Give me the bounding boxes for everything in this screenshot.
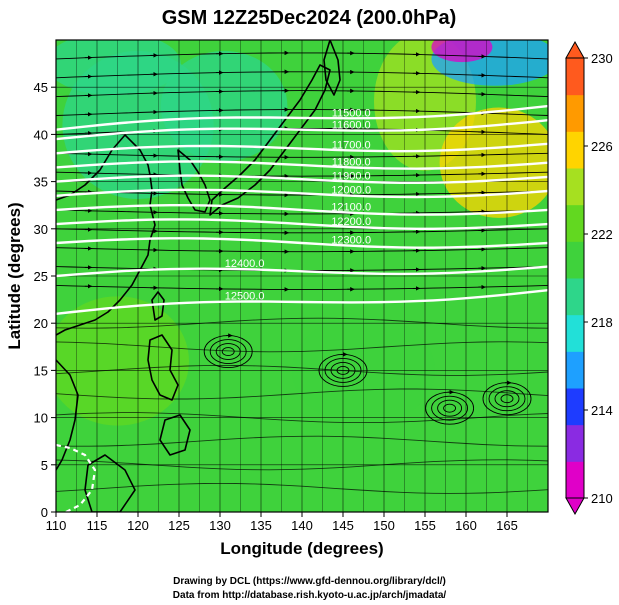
y-tick-label: 35 (34, 175, 48, 190)
vortex-1-ring (209, 339, 247, 364)
x-tick-label: 110 (46, 518, 67, 533)
colorbar-bottom-arrow (565, 497, 585, 516)
colorbar-tick-label: 210 (591, 491, 613, 506)
contour-label: 11800.0 (332, 156, 371, 168)
colorbar-segment (566, 241, 584, 279)
contour-line-12500.0 (56, 289, 548, 315)
contour-line-12400.0 (56, 265, 548, 278)
vortex-3-ring (443, 403, 457, 413)
y-tick-label: 20 (34, 316, 48, 331)
contour-label: 12500.0 (225, 291, 265, 303)
colorbar-segment (566, 131, 584, 169)
coastline-korea (177, 149, 211, 213)
colorbar-tick-label: 226 (591, 139, 613, 154)
colorbar-segment (566, 168, 584, 206)
vortex-3-ring (437, 399, 463, 417)
color-region-6 (431, 40, 493, 63)
contour-line-11500.0 (56, 104, 548, 131)
x-tick-label: 130 (209, 518, 231, 533)
x-tick-label: 160 (455, 518, 477, 533)
contour-label: 12100.0 (331, 202, 371, 214)
coastline-luzon (147, 334, 179, 401)
y-tick-label: 25 (34, 269, 48, 284)
colorbar-segment (566, 204, 584, 242)
colorbar-segment (566, 278, 584, 316)
contour-label: 12400.0 (225, 258, 265, 270)
contour-line-11600.0 (56, 119, 548, 141)
color-region-4 (439, 107, 548, 218)
contour-label: 12200.0 (331, 216, 371, 228)
coastline-layer (56, 40, 341, 512)
colorbar-tick-label: 222 (591, 227, 613, 242)
x-tick-label: 150 (373, 518, 395, 533)
contour-label: 11500.0 (332, 107, 371, 119)
coastline-mindanao (159, 414, 191, 456)
x-tick-label: 140 (291, 518, 313, 533)
colorbar-segment (566, 424, 584, 462)
coastline-taiwan (151, 291, 165, 321)
colorbar-top-arrow (565, 40, 585, 59)
x-tick-label: 155 (414, 518, 436, 533)
colorbar-frame (565, 57, 585, 499)
y-axis-title: Latitude (degrees) (5, 202, 24, 349)
contour-line-11800.0 (56, 160, 548, 170)
y-tick-label: 0 (41, 505, 48, 520)
colorbar-tick-label: 218 (591, 315, 613, 330)
vortex-3-ring (431, 395, 469, 421)
colorbar-segment (566, 58, 584, 96)
vortex-1-ring (221, 347, 235, 356)
contour-line-12100.0 (56, 204, 548, 216)
colorbar-segment (566, 388, 584, 426)
y-tick-label: 5 (41, 458, 48, 473)
contour-line-12300.0 (56, 237, 548, 249)
contour-label: 12300.0 (331, 235, 371, 247)
credit-line-data: Data from http://database.rish.kyoto-u.a… (172, 590, 447, 601)
color-region-2 (160, 50, 288, 162)
color-region-8 (56, 296, 189, 426)
contour-line-12200.0 (56, 218, 548, 230)
y-tick-label: 40 (34, 127, 48, 142)
x-tick-label: 165 (496, 518, 518, 533)
y-axis: 0 5 10 15 20 25 30 35 40 45 (34, 80, 56, 520)
contour-line-11900.0 (56, 174, 548, 184)
colorbar-segment (566, 461, 584, 499)
colorbar: 210 214 218 222 226 230 (565, 40, 613, 516)
y-tick-label: 15 (34, 363, 48, 378)
contour-line-11700.0 (56, 142, 548, 155)
contour-line-12000.0 (56, 188, 548, 199)
x-tick-label: 115 (87, 518, 108, 533)
contour-label: 11600.0 (332, 120, 371, 132)
x-tick-label: 125 (168, 518, 190, 533)
y-tick-label: 45 (34, 80, 48, 95)
credit-line-drawing: Drawing by DCL (https://www.gfd-dennou.o… (173, 576, 446, 587)
contour-line-dashed (56, 443, 97, 512)
x-axis: 110 115 120 125 130 135 140 145 150 155 160 165 (46, 512, 518, 533)
contour-label: 11700.0 (332, 139, 371, 151)
x-tick-label: 145 (332, 518, 354, 533)
colorbar-tick-label: 230 (591, 51, 613, 66)
y-tick-label: 10 (34, 411, 48, 426)
color-region-7 (56, 40, 181, 96)
colorbar-tick-label: 214 (591, 403, 613, 418)
colorbar-segment (566, 314, 584, 352)
coastline-china (56, 134, 156, 336)
x-tick-label: 135 (250, 518, 272, 533)
y-tick-label: 30 (34, 222, 48, 237)
x-axis-title: Longitude (degrees) (220, 539, 383, 558)
coastline-borneo (84, 454, 136, 512)
chart-title: GSM 12Z25Dec2024 (200.0hPa) (162, 7, 457, 29)
contour-label: 11900.0 (332, 171, 371, 183)
x-tick-label: 120 (127, 518, 149, 533)
coastline-sakhalin (323, 40, 341, 96)
colorbar-segment (566, 351, 584, 389)
colorbar-segment (566, 94, 584, 132)
contour-label: 12000.0 (331, 185, 371, 197)
